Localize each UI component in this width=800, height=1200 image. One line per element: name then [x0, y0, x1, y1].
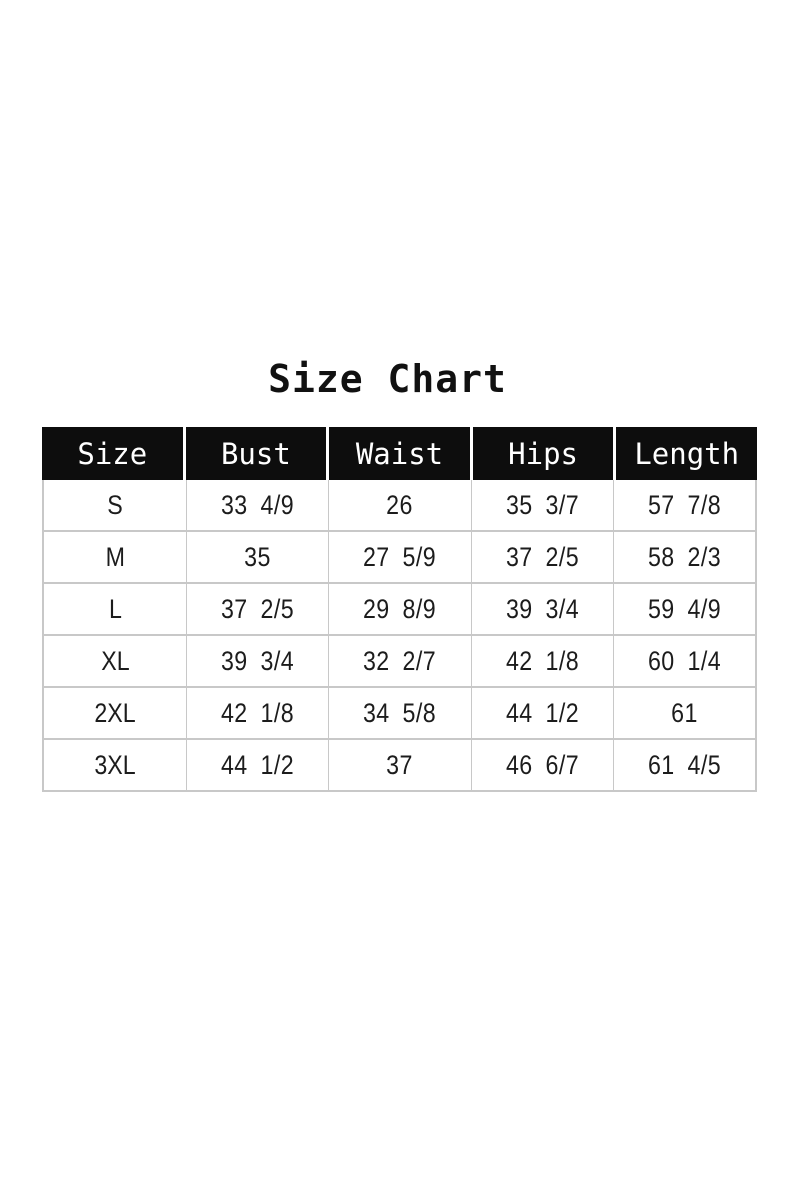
cell-value: 61: [671, 697, 698, 728]
cell-value: L: [108, 593, 122, 624]
table-cell-size: L: [44, 584, 186, 634]
table-cell-bust: 35: [186, 532, 328, 582]
table-cell-waist: 27 5/9: [328, 532, 470, 582]
cell-value: 61 4/5: [647, 749, 721, 780]
table-cell-bust: 39 3/4: [186, 636, 328, 686]
cell-value: S: [107, 489, 123, 520]
table-cell-waist: 37: [328, 740, 470, 790]
table-cell-hips: 39 3/4: [470, 584, 613, 634]
table-row-s: S 33 4/9 26 35 3/7 57 7/8: [44, 480, 755, 530]
table-cell-length: 59 4/9: [612, 584, 755, 634]
table-cell-hips: 46 6/7: [470, 740, 613, 790]
cell-value: 37 2/5: [221, 593, 295, 624]
size-chart-table: Size Bust Waist Hips Length S 33 4/9 26 …: [42, 427, 757, 792]
cell-value: 35: [244, 541, 272, 572]
cell-value: 60 1/4: [647, 645, 721, 676]
table-row-xl: XL 39 3/4 32 2/7 42 1/8 60 1/4: [44, 634, 755, 686]
column-header-size: Size: [42, 427, 183, 480]
table-row-m: M 35 27 5/9 37 2/5 58 2/3: [44, 530, 755, 582]
table-cell-size: XL: [44, 636, 186, 686]
column-header-hips: Hips: [472, 427, 614, 480]
cell-value: 58 2/3: [647, 541, 721, 572]
table-cell-length: 57 7/8: [612, 480, 755, 530]
cell-value: 42 1/8: [221, 697, 295, 728]
column-header-waist: Waist: [329, 427, 470, 480]
column-header-bust: Bust: [185, 427, 327, 480]
table-cell-waist: 32 2/7: [328, 636, 470, 686]
cell-value: 26: [386, 489, 414, 520]
cell-value: 59 4/9: [647, 593, 721, 624]
page-title: Size Chart: [268, 357, 507, 401]
cell-value: 37 2/5: [505, 541, 579, 572]
cell-value: 42 1/8: [505, 645, 579, 676]
table-body: S 33 4/9 26 35 3/7 57 7/8 M 35 27 5/9 37…: [42, 480, 757, 792]
table-cell-length: 61: [612, 688, 755, 738]
cell-value: 29 8/9: [363, 593, 437, 624]
table-cell-size: 2XL: [44, 688, 186, 738]
cell-value: 2XL: [94, 697, 136, 728]
table-cell-waist: 34 5/8: [328, 688, 470, 738]
cell-value: 37: [386, 749, 414, 780]
cell-value: 39 3/4: [221, 645, 295, 676]
table-row-2xl: 2XL 42 1/8 34 5/8 44 1/2 61: [44, 686, 755, 738]
table-cell-waist: 29 8/9: [328, 584, 470, 634]
cell-value: 32 2/7: [363, 645, 437, 676]
cell-value: 27 5/9: [363, 541, 437, 572]
table-cell-length: 61 4/5: [612, 740, 755, 790]
table-cell-length: 58 2/3: [612, 532, 755, 582]
table-cell-bust: 44 1/2: [186, 740, 328, 790]
table-row-l: L 37 2/5 29 8/9 39 3/4 59 4/9: [44, 582, 755, 634]
table-cell-hips: 44 1/2: [470, 688, 613, 738]
cell-value: 44 1/2: [221, 749, 295, 780]
cell-value: 34 5/8: [363, 697, 437, 728]
table-cell-bust: 37 2/5: [186, 584, 328, 634]
table-cell-bust: 42 1/8: [186, 688, 328, 738]
cell-value: 39 3/4: [505, 593, 579, 624]
table-cell-size: 3XL: [44, 740, 186, 790]
cell-value: 57 7/8: [647, 489, 721, 520]
cell-value: M: [105, 541, 125, 572]
cell-value: 3XL: [94, 749, 136, 780]
table-cell-length: 60 1/4: [612, 636, 755, 686]
cell-value: 33 4/9: [221, 489, 295, 520]
table-cell-hips: 42 1/8: [470, 636, 613, 686]
table-cell-bust: 33 4/9: [186, 480, 328, 530]
table-header-row: Size Bust Waist Hips Length: [42, 427, 757, 480]
table-cell-size: S: [44, 480, 186, 530]
table-row-3xl: 3XL 44 1/2 37 46 6/7 61 4/5: [44, 738, 755, 790]
table-cell-hips: 35 3/7: [470, 480, 613, 530]
cell-value: 35 3/7: [505, 489, 579, 520]
column-header-length: Length: [616, 427, 757, 480]
table-cell-waist: 26: [328, 480, 470, 530]
cell-value: XL: [100, 645, 130, 676]
cell-value: 46 6/7: [505, 749, 579, 780]
table-cell-hips: 37 2/5: [470, 532, 613, 582]
cell-value: 44 1/2: [505, 697, 579, 728]
table-cell-size: M: [44, 532, 186, 582]
